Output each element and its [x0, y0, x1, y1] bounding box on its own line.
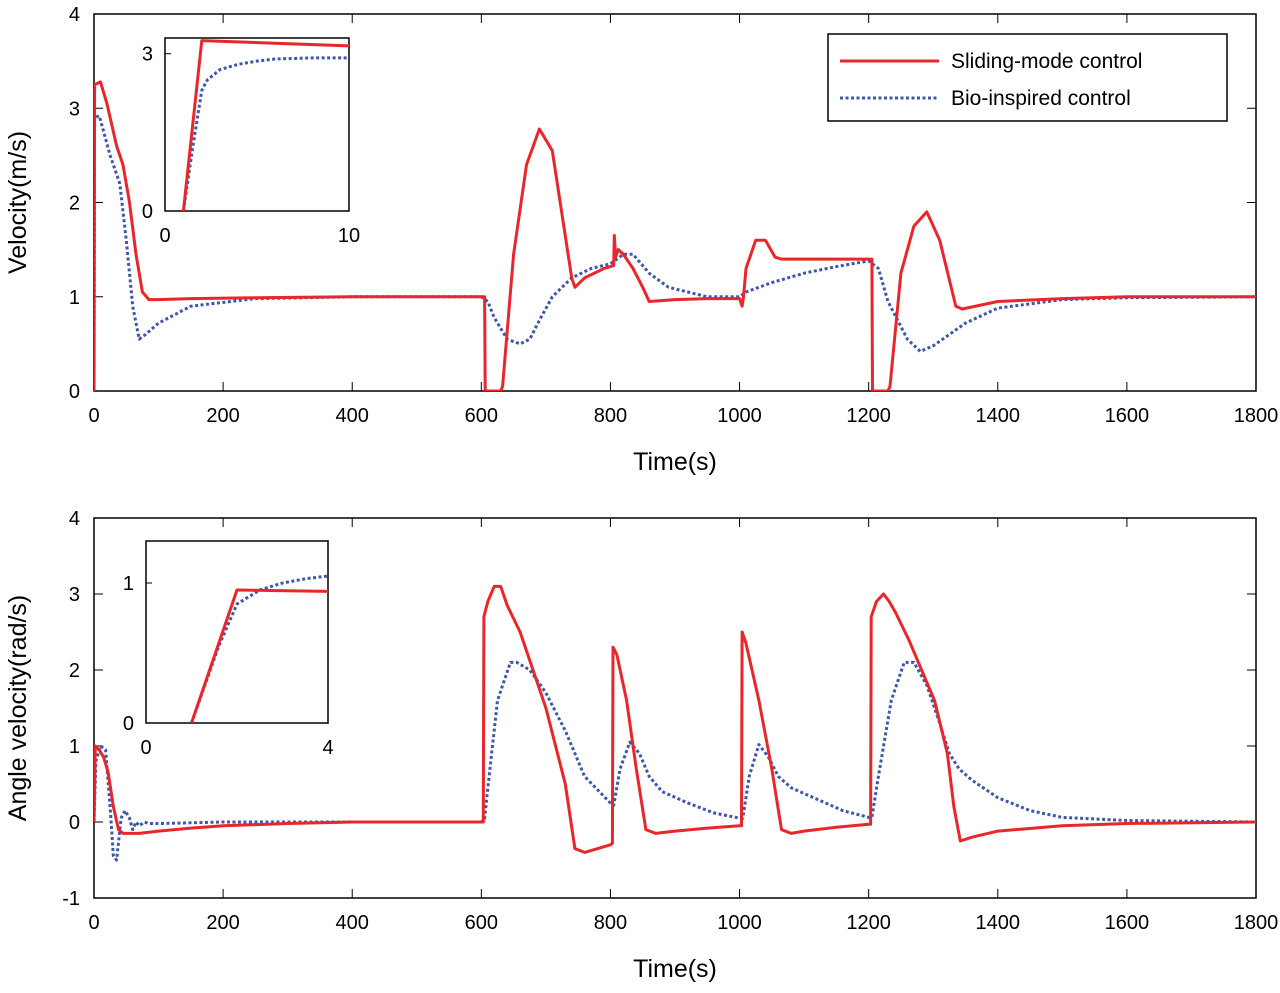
- y-tick-label: 2: [69, 193, 80, 215]
- x-tick-label: 1000: [717, 405, 762, 427]
- y-tick-label: 0: [69, 381, 80, 403]
- x-tick-label: 1600: [1105, 912, 1150, 934]
- inset-series-line-smc: [181, 39, 349, 211]
- x-tick-label: 1200: [846, 405, 891, 427]
- x-tick-label: 1400: [976, 405, 1021, 427]
- inset-area: [164, 37, 350, 212]
- x-tick-label: 200: [206, 405, 239, 427]
- x-tick-label: 600: [465, 912, 498, 934]
- x-tick-label: 1600: [1105, 405, 1150, 427]
- y-tick-label: 3: [69, 584, 80, 606]
- legend-box: [827, 33, 1228, 122]
- inset-area: [145, 540, 329, 724]
- y-tick-label: 3: [69, 98, 80, 120]
- y-tick-label: 1: [69, 736, 80, 758]
- inset-y-tick-label: 1: [123, 573, 134, 595]
- x-tick-label: 800: [594, 912, 627, 934]
- series-line-smc: [94, 80, 1256, 391]
- inset-x-tick-label: 0: [140, 737, 151, 759]
- x-tick-label: 1400: [976, 912, 1021, 934]
- inset-x-tick-label: 10: [338, 225, 360, 247]
- inset: 0 4 0 1: [123, 540, 334, 759]
- x-tick-label: 400: [336, 912, 369, 934]
- x-tick-label: 1800: [1234, 405, 1279, 427]
- inset-y-tick-label: 0: [123, 713, 134, 735]
- x-tick-label: 0: [88, 912, 99, 934]
- y-tick-label: 4: [69, 508, 80, 530]
- y-tick-label: -1: [62, 888, 80, 910]
- y-axis-label: Angle velocity(rad/s): [4, 595, 32, 821]
- inset-x-tick-label: 0: [159, 225, 170, 247]
- x-axis-label: Time(s): [633, 448, 717, 476]
- y-tick-label: 0: [69, 812, 80, 834]
- x-tick-label: 1800: [1234, 912, 1279, 934]
- x-tick-label: 400: [336, 405, 369, 427]
- legend: Sliding-mode control Bio-inspired contro…: [827, 33, 1228, 122]
- x-tick-label: 1000: [717, 912, 762, 934]
- inset-x-tick-label: 4: [322, 737, 333, 759]
- x-tick-label: 1200: [846, 912, 891, 934]
- legend-label-smc: Sliding-mode control: [951, 50, 1142, 73]
- legend-label-bio: Bio-inspired control: [951, 87, 1131, 110]
- x-axis-label: Time(s): [633, 955, 717, 983]
- series-group: [94, 80, 1256, 391]
- inset-y-tick-label: 0: [142, 201, 153, 223]
- y-axis-label: Velocity(m/s): [4, 131, 32, 274]
- x-tick-label: 0: [88, 405, 99, 427]
- angle-velocity-chart: 0 200 400 600 800 1000 1200 1400 1600 1800-101234…: [4, 508, 1278, 983]
- x-tick-label: 600: [465, 405, 498, 427]
- series-line-smc: [94, 584, 1256, 854]
- y-tick-label: 1: [69, 287, 80, 309]
- y-tick-label: 2: [69, 660, 80, 682]
- y-tick-label: 4: [69, 4, 80, 26]
- inset-series-line-smc: [190, 588, 328, 723]
- inset-y-tick-label: 3: [142, 44, 153, 66]
- inset: 0 10 0 3: [142, 37, 360, 247]
- inset-series-group: [181, 39, 349, 211]
- inset-series-group: [190, 574, 328, 723]
- x-tick-label: 200: [206, 912, 239, 934]
- inset-series-line-bio: [181, 56, 349, 211]
- x-tick-label: 800: [594, 405, 627, 427]
- series-group: [94, 584, 1256, 862]
